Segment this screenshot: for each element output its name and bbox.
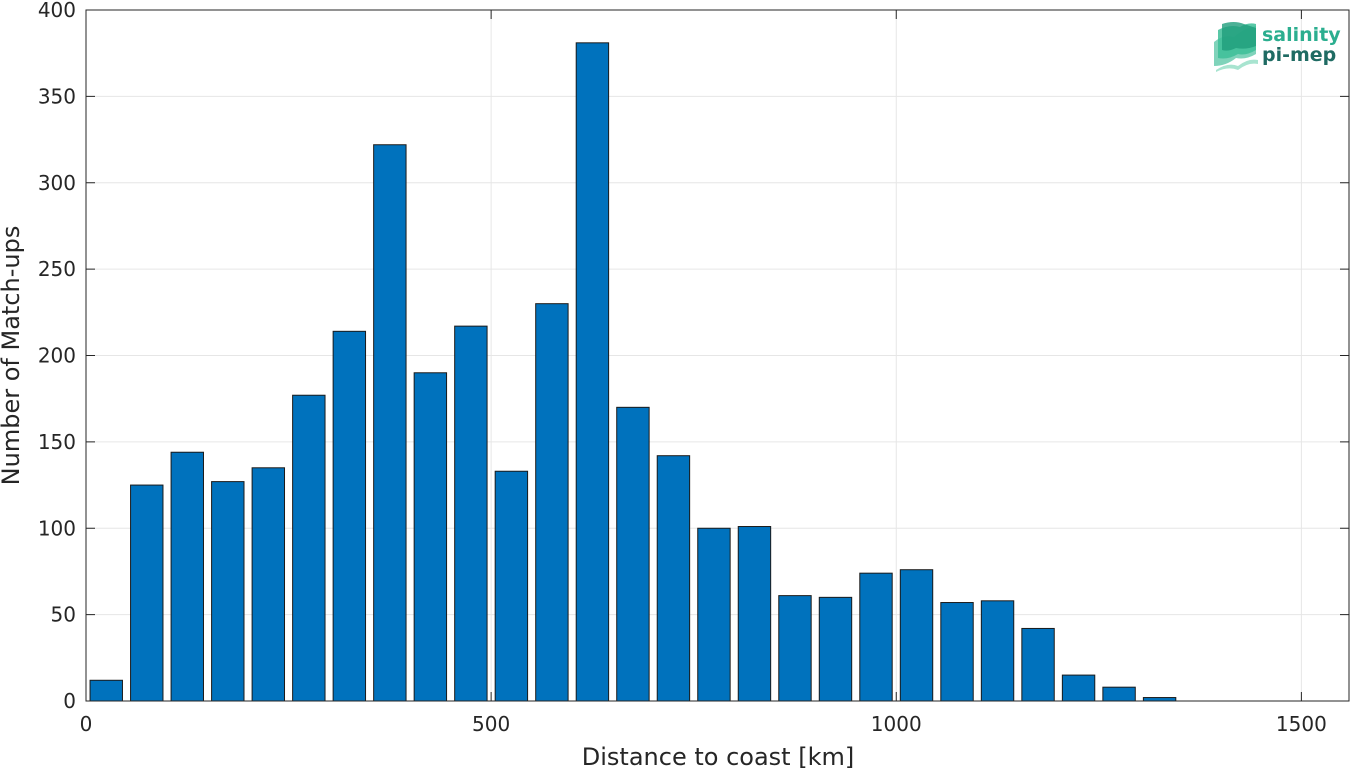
logo-waves-icon — [1214, 22, 1258, 72]
bar — [170, 451, 204, 702]
y-tick-label: 100 — [38, 516, 76, 540]
bar — [89, 679, 123, 702]
logo-text-pi-mep: pi-mep — [1262, 44, 1336, 66]
bar — [292, 394, 326, 702]
x-tick-label: 1000 — [871, 712, 922, 736]
y-tick-label: 300 — [38, 171, 76, 195]
bar — [251, 467, 286, 702]
bar — [737, 526, 772, 702]
bar — [535, 303, 569, 702]
x-axis-title: Distance to coast [km] — [582, 743, 854, 770]
bar — [1021, 627, 1055, 702]
x-tick-label: 500 — [472, 712, 510, 736]
bar — [575, 42, 610, 702]
y-tick-label: 200 — [38, 344, 76, 368]
bar — [454, 325, 488, 702]
x-tick-label: 1500 — [1276, 712, 1327, 736]
bar — [818, 596, 853, 702]
y-tick-label: 150 — [38, 430, 76, 454]
bar — [940, 602, 974, 702]
y-tick-label: 0 — [63, 689, 76, 713]
bar — [130, 484, 164, 702]
bar — [616, 406, 650, 702]
bar — [697, 527, 731, 702]
bar — [656, 455, 691, 702]
bar — [859, 572, 893, 702]
bar — [211, 481, 245, 702]
y-tick-label: 350 — [38, 84, 76, 108]
bar — [980, 600, 1015, 702]
y-tick-label: 50 — [51, 603, 76, 627]
bars — [89, 42, 1177, 702]
bar — [1061, 674, 1096, 702]
x-tick-label: 0 — [80, 712, 93, 736]
y-tick-label: 250 — [38, 257, 76, 281]
logo-text-salinity: salinity — [1262, 24, 1341, 46]
y-tick-label: 400 — [38, 0, 76, 22]
bar — [373, 144, 407, 702]
bar — [1142, 697, 1177, 702]
x-axis-ticks: 0 500 1000 1500 — [80, 10, 1327, 736]
bar — [899, 569, 934, 702]
bar — [1102, 686, 1136, 702]
bar — [778, 595, 812, 702]
bar — [413, 372, 448, 702]
salinity-pi-mep-logo: salinity pi-mep — [1214, 22, 1341, 72]
y-axis-title: Number of Match-ups — [0, 226, 25, 486]
bar — [494, 470, 529, 702]
y-axis-ticks: 0 50 100 150 200 250 300 350 400 — [38, 0, 1349, 713]
bar — [332, 330, 367, 702]
